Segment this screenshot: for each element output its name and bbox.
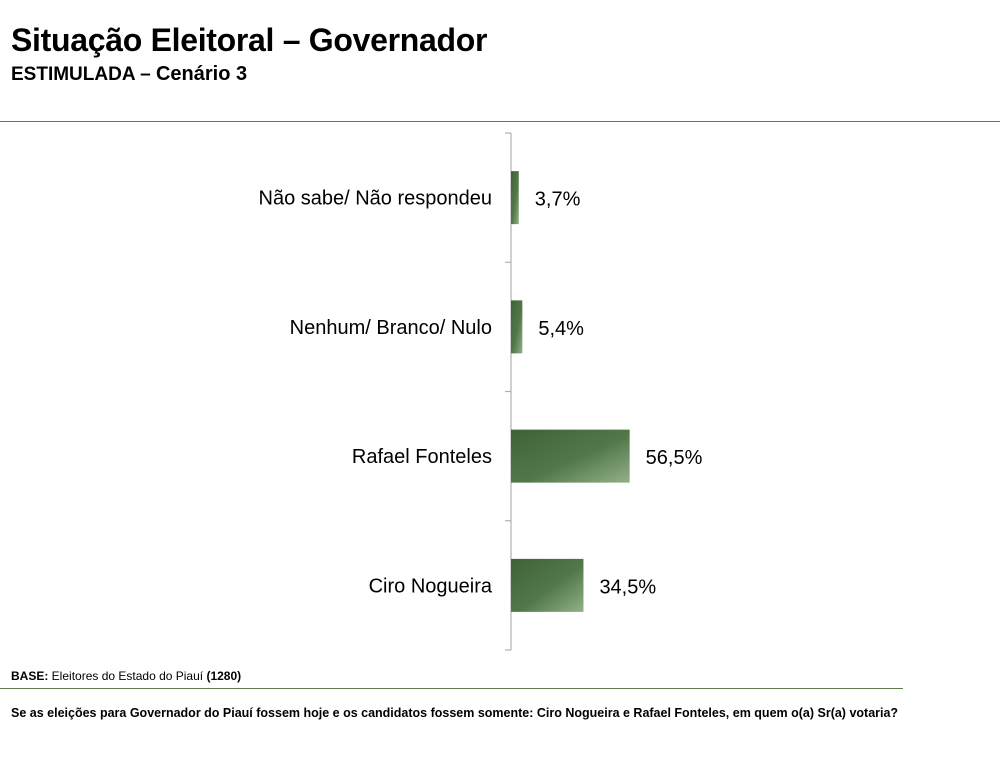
header-divider (0, 121, 1000, 122)
category-label: Ciro Nogueira (369, 575, 493, 597)
bar (511, 300, 523, 354)
base-count: (1280) (206, 669, 242, 683)
category-label: Nenhum/ Branco/ Nulo (290, 317, 492, 339)
value-label: 34,5% (599, 576, 656, 598)
bar (511, 558, 584, 612)
page-title: Situação Eleitoral – Governador (11, 22, 488, 58)
subtitle-type: ESTIMULADA – (11, 64, 156, 85)
base-text: Eleitores do Estado do Piauí (48, 669, 207, 683)
base-label: BASE: (11, 669, 49, 683)
bar-chart: Não sabe/ Não respondeu 3,7% Nenhum/ Branc… (259, 132, 703, 651)
value-label: 3,7% (535, 189, 581, 211)
value-label: 56,5% (646, 447, 703, 469)
footer-divider (0, 688, 903, 689)
category-label: Não sabe/ Não respondeu (259, 188, 493, 210)
category-label: Rafael Fonteles (352, 446, 492, 468)
bar (511, 429, 630, 483)
base-note: BASE: Eleitores do Estado do Piauí (1280… (11, 669, 241, 683)
bar (511, 171, 519, 225)
survey-question: Se as eleições para Governador do Piauí … (11, 706, 899, 720)
page-subtitle: ESTIMULADA – Cenário 3 (11, 63, 247, 86)
value-label: 5,4% (538, 318, 584, 340)
subtitle-scenario: Cenário 3 (155, 63, 248, 85)
